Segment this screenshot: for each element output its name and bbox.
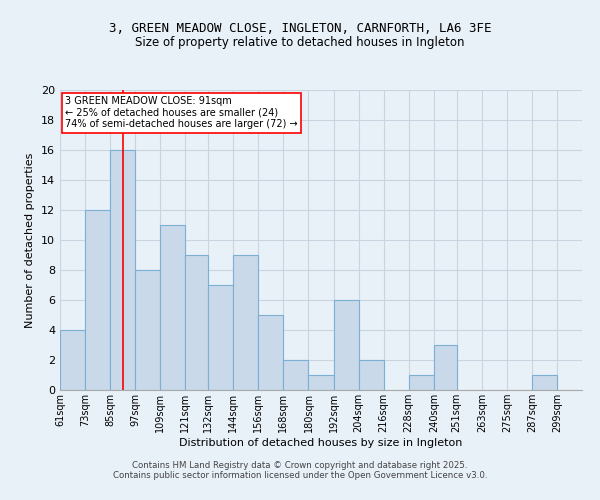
X-axis label: Distribution of detached houses by size in Ingleton: Distribution of detached houses by size … <box>179 438 463 448</box>
Bar <box>283 360 308 390</box>
Bar <box>208 285 233 390</box>
Bar <box>233 255 259 390</box>
Text: 3 GREEN MEADOW CLOSE: 91sqm
← 25% of detached houses are smaller (24)
74% of sem: 3 GREEN MEADOW CLOSE: 91sqm ← 25% of det… <box>65 96 298 129</box>
Bar <box>160 225 185 390</box>
Text: Size of property relative to detached houses in Ingleton: Size of property relative to detached ho… <box>135 36 465 49</box>
Bar <box>60 330 85 390</box>
Bar <box>434 345 457 390</box>
Bar <box>334 300 359 390</box>
Bar <box>409 375 434 390</box>
Y-axis label: Number of detached properties: Number of detached properties <box>25 152 35 328</box>
Bar <box>185 255 208 390</box>
Bar <box>532 375 557 390</box>
Bar <box>308 375 334 390</box>
Text: Contains HM Land Registry data © Crown copyright and database right 2025.
Contai: Contains HM Land Registry data © Crown c… <box>113 460 487 480</box>
Bar <box>359 360 383 390</box>
Bar <box>259 315 283 390</box>
Bar <box>110 150 135 390</box>
Text: 3, GREEN MEADOW CLOSE, INGLETON, CARNFORTH, LA6 3FE: 3, GREEN MEADOW CLOSE, INGLETON, CARNFOR… <box>109 22 491 36</box>
Bar <box>135 270 160 390</box>
Bar <box>85 210 110 390</box>
